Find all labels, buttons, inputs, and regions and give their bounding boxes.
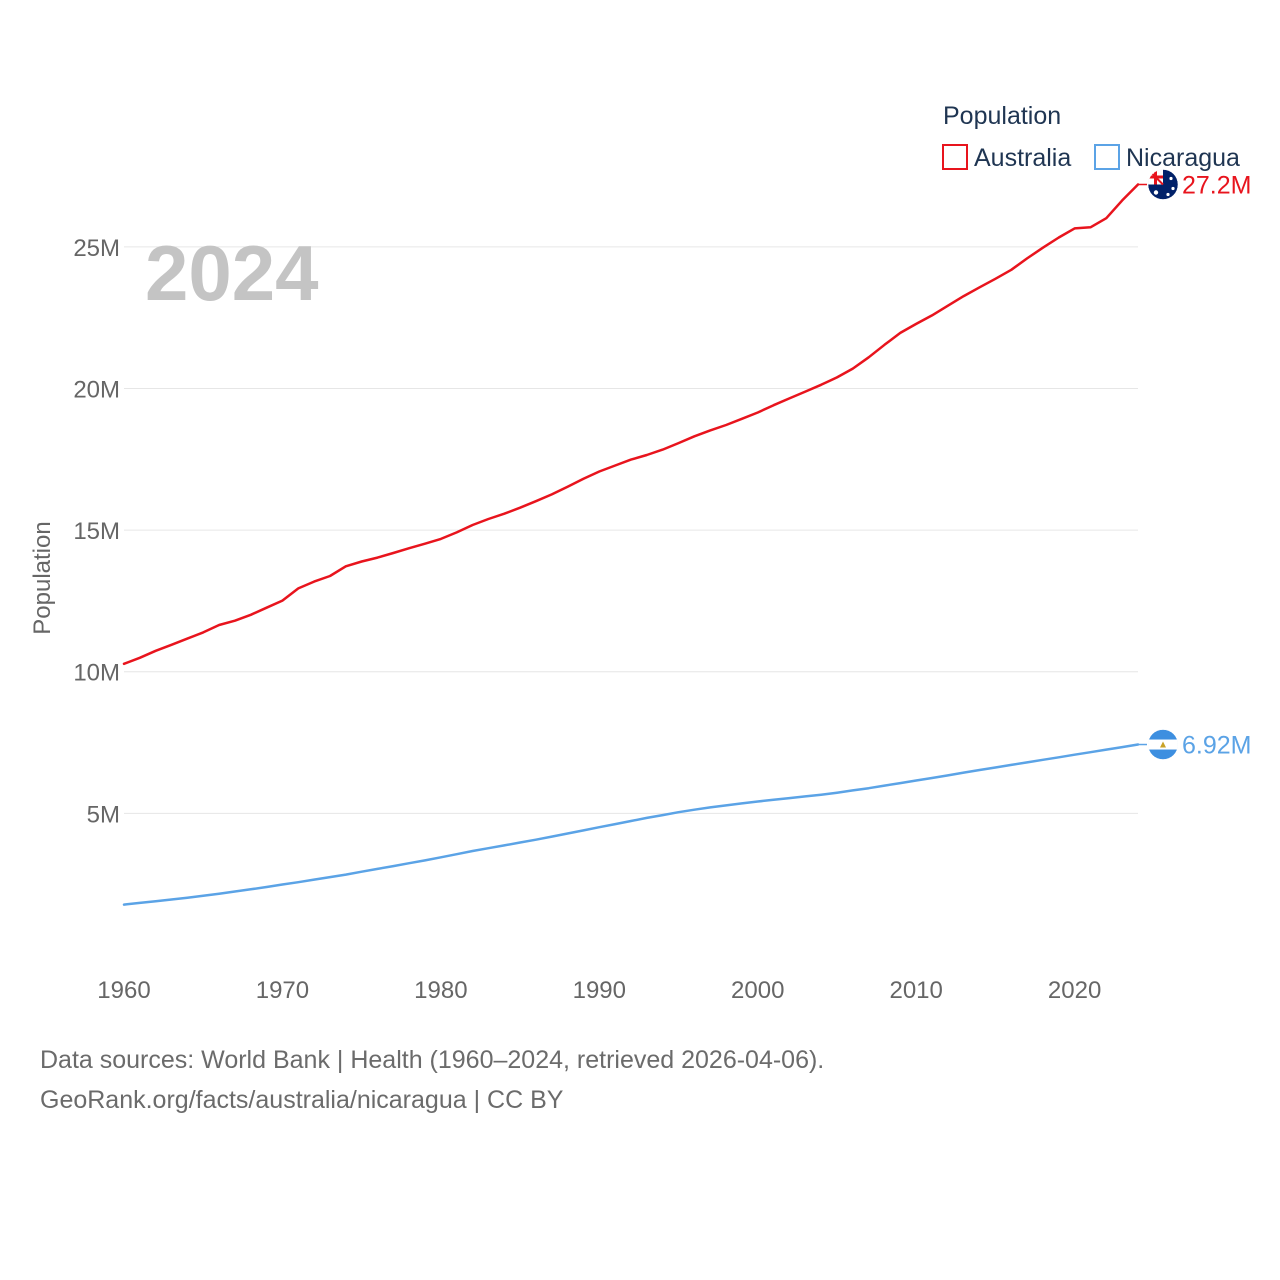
legend-swatch-australia [942, 144, 968, 170]
legend: Population Australia Nicaragua [942, 102, 1240, 172]
x-tick-label: 2020 [1048, 977, 1101, 1004]
legend-label-nicaragua: Nicaragua [1126, 144, 1240, 172]
legend-item-australia[interactable]: Australia [942, 144, 1071, 172]
legend-title: Population [943, 102, 1061, 130]
y-axis-ticks: 5M 10M 15M 20M 25M [73, 235, 120, 829]
y-tick-label: 20M [73, 376, 120, 403]
year-label: 2024 [145, 229, 319, 317]
y-tick-label: 15M [73, 518, 120, 545]
x-tick-label: 1960 [97, 977, 150, 1004]
series-line-australia[interactable] [122, 183, 1140, 666]
x-tick-label: 1970 [256, 977, 309, 1004]
x-tick-label: 2010 [889, 977, 942, 1004]
legend-item-nicaragua[interactable]: Nicaragua [1094, 144, 1240, 172]
series-line-nicaragua[interactable] [122, 743, 1140, 906]
y-tick-label: 10M [73, 660, 120, 687]
footer-attribution: GeoRank.org/facts/australia/nicaragua | … [40, 1086, 564, 1114]
y-tick-label: 5M [87, 801, 120, 828]
x-axis-ticks: 1960 1970 1980 1990 2000 2010 2020 [97, 977, 1101, 1004]
footer-source: Data sources: World Bank | Health (1960–… [40, 1046, 825, 1074]
series-end-labels: 27.2M 6.92M [1138, 169, 1251, 760]
legend-swatch-nicaragua [1094, 144, 1120, 170]
series-lines [122, 183, 1140, 906]
australia-flag-icon [1147, 169, 1179, 200]
x-tick-label: 1980 [414, 977, 467, 1004]
end-value-label-australia: 27.2M [1182, 171, 1251, 199]
gridlines [124, 246, 1138, 814]
y-axis-label: Population [29, 521, 56, 634]
nicaragua-flag-icon [1147, 729, 1179, 760]
y-tick-label: 25M [73, 235, 120, 262]
end-value-label-nicaragua: 6.92M [1182, 732, 1251, 760]
x-tick-label: 2000 [731, 977, 784, 1004]
legend-label-australia: Australia [974, 144, 1071, 172]
x-tick-label: 1990 [573, 977, 626, 1004]
